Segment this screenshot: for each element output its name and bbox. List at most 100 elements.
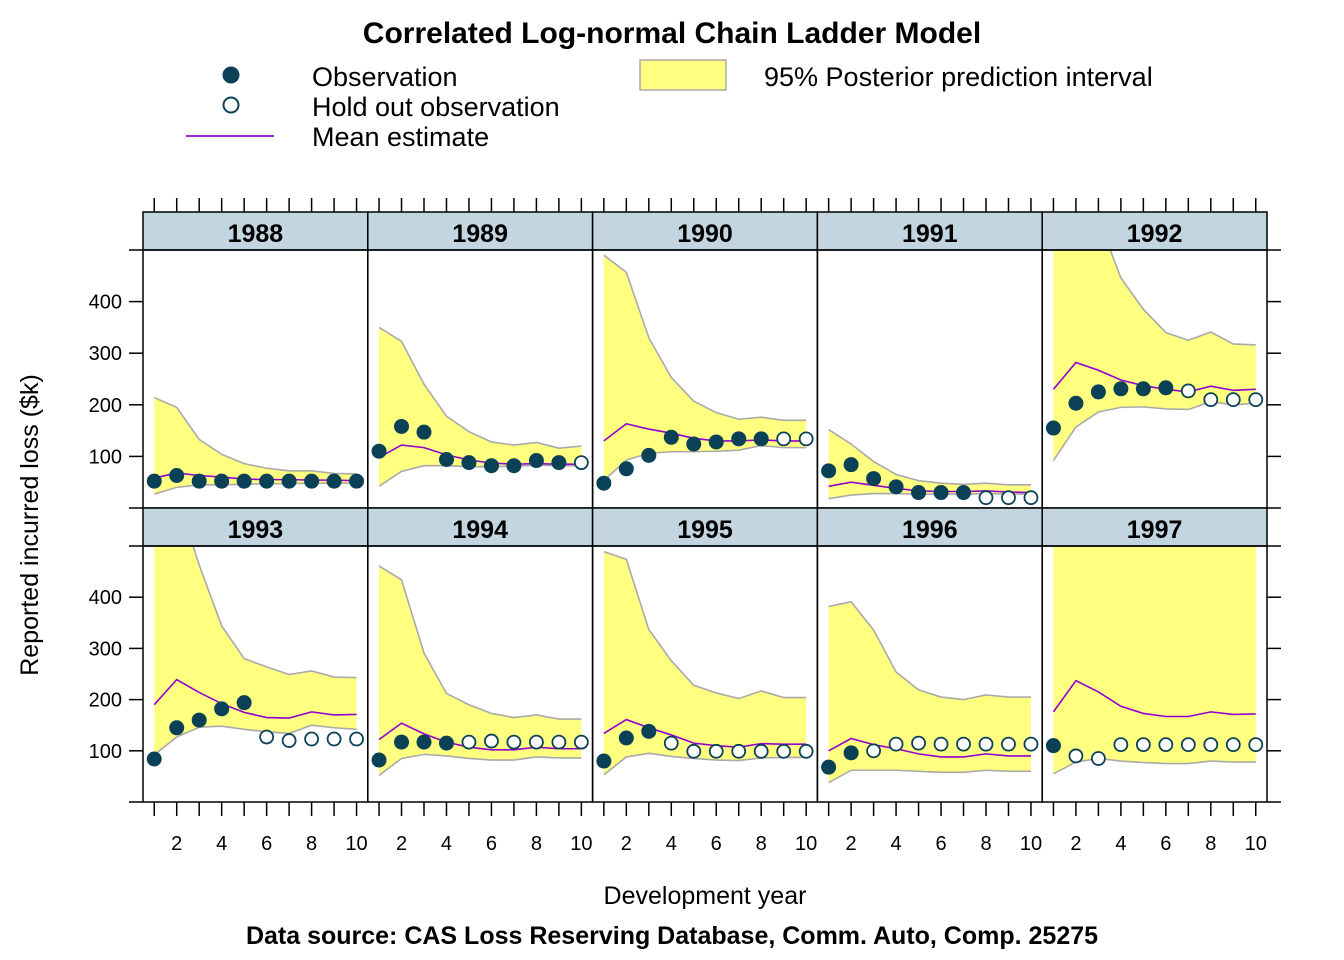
y-tick-label: 300 xyxy=(89,343,122,365)
observation-point xyxy=(888,479,904,495)
observation-point xyxy=(326,473,342,489)
panel-1991: 1991 xyxy=(816,211,1043,509)
upper-bound-line xyxy=(828,600,1031,701)
x-tick-label: 2 xyxy=(1070,833,1081,855)
holdout-point xyxy=(686,743,702,759)
observation-point xyxy=(169,467,185,483)
upper-bound-line xyxy=(828,428,1031,486)
holdout-point xyxy=(484,733,499,749)
observation-point xyxy=(641,447,657,463)
prediction-interval-band xyxy=(154,546,357,755)
panel-strip xyxy=(367,507,594,547)
holdout-point xyxy=(506,734,522,750)
panel-strip-label: 1995 xyxy=(677,516,733,544)
holdout-point xyxy=(1180,383,1196,399)
mean-estimate-line xyxy=(154,472,357,482)
observation-point xyxy=(1045,738,1061,754)
observation-point xyxy=(506,458,522,474)
observation-point xyxy=(169,720,185,736)
holdout-point xyxy=(1158,737,1174,753)
holdout-point xyxy=(461,734,477,750)
x-tick-label: 8 xyxy=(756,833,767,855)
x-tick-label: 2 xyxy=(846,833,857,855)
x-tick-label: 6 xyxy=(486,833,497,855)
panel-strip xyxy=(142,507,369,547)
holdout-point xyxy=(798,743,814,759)
observation-point xyxy=(1135,381,1151,397)
observation-point xyxy=(596,753,612,769)
mean-estimate-line xyxy=(828,481,1031,494)
observation-point xyxy=(281,473,297,489)
panel-strip-label: 1991 xyxy=(902,220,958,248)
panel-plot-area xyxy=(371,565,589,777)
holdout-point xyxy=(1091,751,1106,766)
observation-point xyxy=(236,695,252,711)
lower-bound-line xyxy=(378,753,582,777)
panel-plot-area xyxy=(821,428,1039,506)
legend-interval-label: 95% Posterior prediction interval xyxy=(764,62,1153,92)
prediction-interval-band xyxy=(603,551,807,775)
observation-point xyxy=(236,473,252,489)
holdout-point xyxy=(888,736,904,752)
legend-holdout-label: Hold out observation xyxy=(312,92,560,122)
panel-border xyxy=(1041,545,1268,803)
observation-point xyxy=(191,473,207,489)
prediction-interval-band xyxy=(379,565,582,776)
prediction-interval-band xyxy=(828,601,1031,783)
y-axis-title: Reported incurred loss ($k) xyxy=(16,374,44,676)
prediction-interval-band xyxy=(154,397,357,495)
panel-plot-area xyxy=(146,546,364,767)
holdout-point xyxy=(1001,736,1016,752)
holdout-point xyxy=(529,734,544,750)
lower-bound-line xyxy=(603,444,807,482)
panel-plot-area xyxy=(371,326,589,487)
panel-1994: 1994 xyxy=(367,507,594,803)
holdout-point xyxy=(1225,737,1241,753)
holdout-point xyxy=(573,734,589,750)
panel-plot-area xyxy=(146,396,365,495)
panel-strip xyxy=(591,507,819,547)
holdout-point xyxy=(933,736,949,752)
observation-point xyxy=(394,418,410,434)
x-tick-label: 4 xyxy=(441,833,452,855)
x-tick-label: 6 xyxy=(711,833,722,855)
observation-point xyxy=(686,436,702,452)
observation-point xyxy=(146,473,162,489)
holdout-point xyxy=(281,733,297,748)
holdout-point xyxy=(1135,737,1151,753)
x-tick-label: 8 xyxy=(1205,833,1216,855)
observation-point xyxy=(1068,395,1084,411)
observation-point xyxy=(528,453,544,469)
holdout-point xyxy=(978,736,994,752)
panel-strip-label: 1988 xyxy=(228,220,284,248)
prediction-interval-band xyxy=(379,327,582,487)
panel-plot-area xyxy=(596,254,814,491)
lower-bound-line xyxy=(828,769,1031,784)
upper-bound-line xyxy=(192,546,357,679)
x-tick-label: 8 xyxy=(306,833,317,855)
holdout-point xyxy=(663,735,679,751)
panel-1988: 1988 xyxy=(142,211,369,509)
observation-point xyxy=(731,431,747,447)
observation-point xyxy=(191,712,207,728)
holdout-point xyxy=(1225,392,1241,408)
x-tick-label: 2 xyxy=(396,833,407,855)
lower-bound-line xyxy=(154,482,357,495)
panel-1993: 1993 xyxy=(142,507,369,803)
panel-strip-label: 1993 xyxy=(228,516,284,544)
panel-1992: 1992 xyxy=(1041,211,1268,509)
observation-point xyxy=(483,458,499,474)
upper-bound-line xyxy=(153,396,357,475)
holdout-point xyxy=(956,736,971,752)
panel-strip-label: 1996 xyxy=(902,516,958,544)
panel-strip-label: 1989 xyxy=(452,220,508,248)
lower-bound-line xyxy=(828,492,1031,500)
upper-bound-line xyxy=(378,565,582,720)
observation-point xyxy=(349,473,365,489)
holdout-point xyxy=(1248,737,1264,753)
prediction-interval-band xyxy=(828,429,1031,499)
lower-bound-line xyxy=(378,464,582,487)
observation-point xyxy=(933,485,949,501)
legend-holdout-marker xyxy=(222,96,240,114)
